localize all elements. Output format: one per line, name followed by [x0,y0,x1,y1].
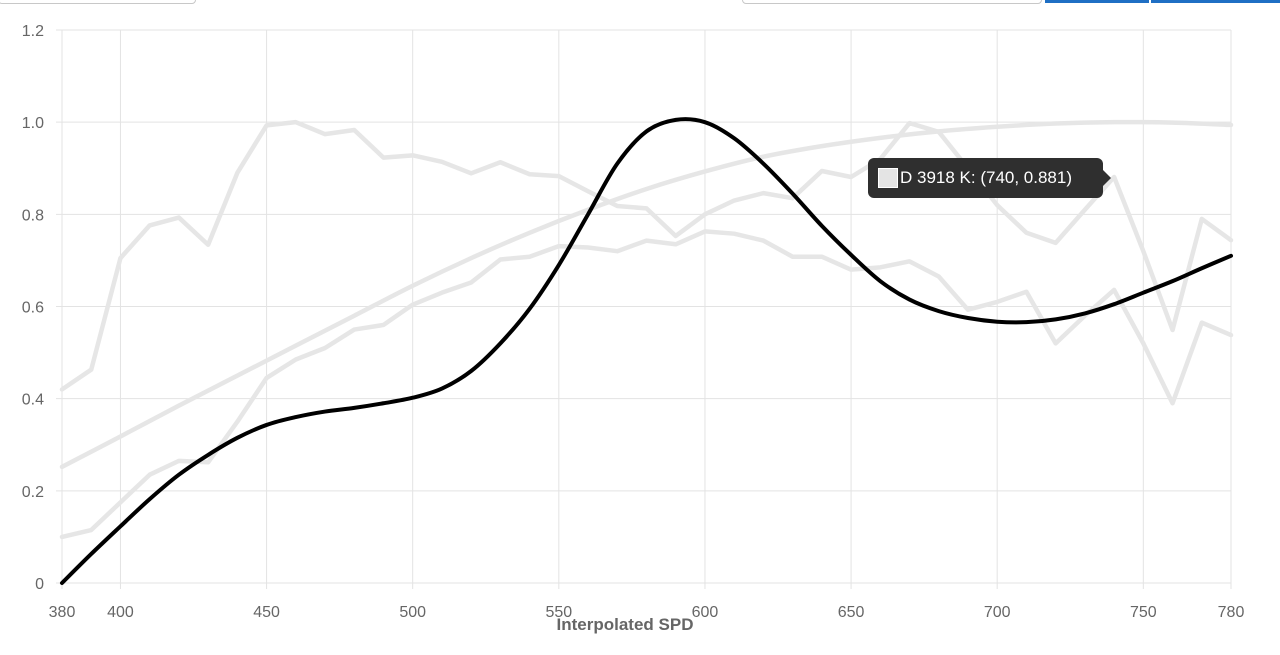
top-button-primary[interactable] [1045,0,1149,3]
x-axis-label: Interpolated SPD [557,615,694,634]
series-line-2[interactable] [59,119,1234,470]
y-tick-label: 1.0 [22,115,44,132]
grid [56,29,1232,589]
x-tick-label: 780 [1218,604,1245,621]
series-line-1[interactable] [59,229,1234,540]
series-line-3[interactable] [60,117,1233,585]
x-tick-label: 700 [984,604,1011,621]
x-tick-label: 600 [692,604,719,621]
x-tick-label: 750 [1130,604,1157,621]
x-tick-label: 400 [107,604,134,621]
tick-labels: 380 400 450 500 550 600 650 700 750 780 0 0.2 0.4 0.6… [22,23,1245,621]
y-tick-label: 0.2 [22,484,44,501]
y-tick-label: 0.8 [22,207,44,224]
series-line-0[interactable] [59,119,1234,392]
tooltip-swatch [878,168,898,188]
x-tick-label: 650 [838,604,865,621]
y-tick-label: 0.4 [22,392,44,409]
y-tick-label: 0 [35,576,44,593]
tooltip-text: D 3918 K: (740, 0.881) [900,168,1073,187]
y-tick-label: 0.6 [22,300,44,317]
x-tick-label: 380 [49,604,76,621]
tooltip: D 3918 K: (740, 0.881) [868,158,1111,198]
x-tick-label: 450 [253,604,280,621]
x-tick-label: 550 [545,604,572,621]
series-group [59,117,1234,585]
y-tick-label: 1.2 [22,23,44,40]
x-tick-label: 500 [399,604,426,621]
top-button-secondary[interactable] [1151,0,1280,3]
